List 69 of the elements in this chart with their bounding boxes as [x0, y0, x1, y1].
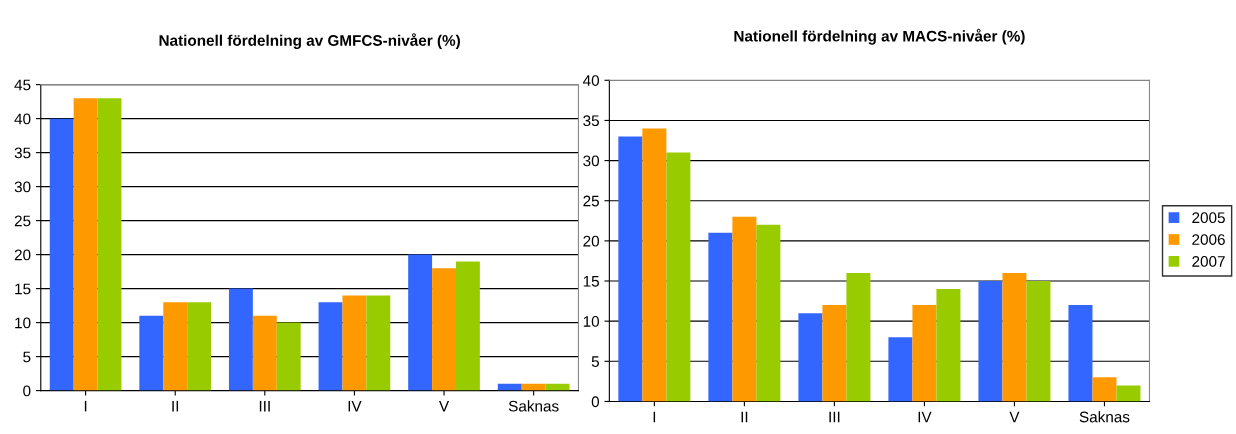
y-tick-label: 35 [583, 115, 599, 127]
y-tick-label: 45 [14, 79, 31, 91]
bar [888, 337, 913, 402]
y-tick-label: 0 [591, 396, 600, 408]
legend-label: 2006 [1192, 234, 1225, 245]
bar [708, 232, 733, 402]
x-tick-label: V [1009, 411, 1020, 423]
bar [408, 254, 433, 391]
y-tick-label: 40 [14, 113, 31, 125]
bar [936, 289, 961, 402]
y-tick-label: 10 [15, 317, 31, 329]
x-tick-label: IV [918, 411, 932, 423]
x-tick-label: I [84, 400, 87, 412]
bar [139, 315, 164, 391]
x-tick-label: III [259, 400, 270, 412]
y-tick-label: 0 [23, 385, 31, 397]
y-tick-label: 15 [15, 283, 31, 295]
x-tick-label: II [741, 411, 748, 423]
bar [642, 128, 667, 402]
bar [252, 315, 277, 391]
x-tick-label: I [653, 411, 656, 423]
y-tick-label: 40 [582, 75, 600, 86]
y-tick-label: 25 [14, 215, 31, 227]
bar [455, 261, 480, 391]
y-tick-label: 15 [583, 276, 599, 287]
y-tick-label: 10 [583, 316, 600, 327]
bar [1116, 385, 1141, 402]
y-tick-label: 20 [14, 249, 31, 261]
bar [1026, 281, 1051, 402]
y-tick-label: 35 [14, 147, 31, 159]
x-tick-label: II [172, 400, 179, 412]
x-tick-label: III [829, 411, 840, 423]
y-tick-label: 25 [583, 195, 599, 207]
legend-label: 2005 [1192, 212, 1225, 224]
bar [432, 268, 456, 391]
x-tick-label: IV [348, 400, 362, 412]
bar [618, 136, 643, 402]
bar [912, 305, 937, 402]
x-tick-label: Saknas [508, 400, 559, 412]
bar [276, 322, 301, 391]
bar [756, 224, 781, 402]
y-tick-label: 30 [583, 155, 600, 167]
bar [97, 98, 122, 391]
bar [187, 302, 212, 391]
bar [846, 272, 871, 402]
y-tick-label: 30 [14, 181, 31, 193]
y-tick-label: 5 [591, 356, 599, 367]
bar [798, 313, 823, 402]
bar [228, 288, 253, 391]
bar [732, 216, 757, 402]
bar [1092, 377, 1117, 402]
bar [49, 118, 74, 391]
bar [318, 302, 343, 391]
bar [978, 281, 1003, 402]
x-tick-label: V [439, 400, 450, 412]
y-tick-label: 20 [583, 235, 600, 247]
bar [163, 302, 188, 391]
bar [1002, 272, 1027, 402]
chart-title: Nationell fördelning av MACS-nivåer (%) [734, 28, 1025, 45]
y-tick-label: 5 [23, 351, 31, 363]
bar [822, 305, 847, 402]
chart-title: Nationell fördelning av GMFCS-nivåer (%) [159, 33, 460, 49]
x-tick-label: Saknas [1079, 411, 1130, 423]
legend-label: 2007 [1192, 256, 1225, 267]
bar [666, 152, 691, 402]
bar [342, 295, 367, 391]
bar [366, 295, 391, 391]
bar [73, 98, 98, 391]
bar [1068, 305, 1093, 402]
